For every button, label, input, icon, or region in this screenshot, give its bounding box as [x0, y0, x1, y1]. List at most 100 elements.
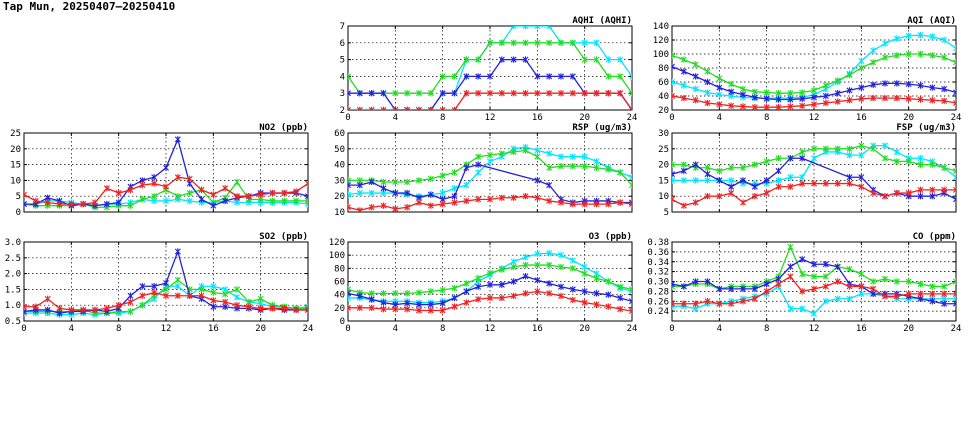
- data-point-green: [593, 164, 600, 171]
- data-point-blue: [222, 197, 229, 205]
- data-point-blue: [775, 96, 782, 103]
- plot-frame: [347, 241, 633, 322]
- data-point-green: [593, 275, 600, 282]
- plot-frame: [23, 241, 309, 322]
- data-point-red: [451, 199, 458, 206]
- data-point-red: [348, 204, 351, 211]
- data-point-green: [822, 273, 829, 280]
- y-tick-label: 0.5: [5, 317, 21, 327]
- data-point-blue: [348, 290, 351, 297]
- data-point-blue: [392, 189, 399, 197]
- co-series-group: [672, 243, 956, 317]
- data-point-red: [593, 90, 600, 97]
- data-point-green: [475, 56, 482, 63]
- x-tick-label: 4: [717, 324, 722, 334]
- so2-chart: 0 4 8 12 16 20 24 0.5 1.0 1.5 2.0 2.5 3.0 SO2 (ppb): [5, 232, 314, 334]
- data-point-cyan: [811, 310, 817, 317]
- data-point-red: [463, 197, 470, 205]
- data-point-red: [581, 90, 588, 97]
- data-point-blue: [404, 189, 411, 197]
- data-point-red: [558, 199, 564, 206]
- data-point-blue: [811, 261, 817, 268]
- data-point-red: [356, 304, 363, 312]
- data-point-green: [558, 263, 564, 271]
- data-point-green: [392, 178, 399, 186]
- data-point-red: [680, 300, 687, 307]
- data-point-green: [510, 263, 517, 271]
- data-point-red: [269, 305, 276, 312]
- data-point-red: [32, 303, 39, 310]
- data-point-green: [822, 145, 829, 152]
- data-point-red: [905, 290, 912, 298]
- data-point-blue: [439, 90, 446, 97]
- rsp-series-group: [348, 144, 632, 212]
- data-point-blue: [356, 90, 363, 97]
- y-tick-label: 2: [340, 106, 345, 116]
- data-point-red: [929, 290, 936, 298]
- data-point-green: [522, 261, 529, 269]
- y-tick-label: 140: [653, 22, 669, 32]
- data-point-blue: [569, 286, 576, 293]
- data-point-red: [416, 106, 422, 110]
- y-tick-label: 120: [329, 238, 345, 248]
- o3-series-group: [348, 249, 632, 315]
- x-tick-label: 0: [21, 324, 26, 334]
- data-point-green: [953, 278, 956, 285]
- y-tick-label: 0.24: [647, 307, 669, 317]
- data-point-green: [427, 175, 434, 183]
- y-tick-label: 120: [653, 36, 669, 46]
- data-point-green: [269, 197, 276, 205]
- data-point-blue: [427, 191, 434, 198]
- data-point-cyan: [929, 33, 936, 40]
- data-point-cyan: [605, 56, 612, 63]
- data-point-blue: [905, 80, 912, 88]
- data-point-cyan: [799, 305, 806, 312]
- data-point-blue: [463, 73, 470, 80]
- y-tick-label: 0.28: [647, 287, 669, 297]
- data-point-red: [416, 199, 422, 206]
- data-point-cyan: [858, 57, 865, 65]
- data-point-red: [257, 191, 264, 198]
- data-point-red: [281, 189, 288, 197]
- data-point-cyan: [680, 82, 687, 89]
- data-point-green: [605, 73, 612, 80]
- x-tick-label: 0: [345, 113, 350, 123]
- data-point-red: [834, 278, 841, 285]
- data-point-blue: [534, 276, 541, 284]
- data-point-cyan: [348, 294, 351, 302]
- data-point-cyan: [534, 147, 541, 154]
- data-point-blue: [740, 177, 746, 184]
- data-point-cyan: [953, 295, 956, 302]
- data-point-cyan: [672, 302, 675, 310]
- data-point-green: [811, 145, 817, 152]
- fsp-chart: 5 10 15 20 25 30 FSP (ug/m3): [658, 123, 957, 218]
- data-point-cyan: [356, 189, 363, 197]
- data-point-green: [451, 73, 458, 80]
- data-point-red: [293, 306, 300, 314]
- data-point-red: [593, 200, 600, 208]
- y-tick-label: 4: [340, 72, 345, 82]
- data-point-green: [929, 283, 936, 290]
- data-point-red: [139, 181, 146, 189]
- data-point-green: [846, 145, 853, 152]
- data-point-green: [404, 178, 411, 186]
- data-point-red: [368, 106, 375, 110]
- data-point-red: [368, 304, 375, 312]
- data-point-green: [546, 39, 553, 46]
- data-point-green: [581, 270, 588, 277]
- data-point-green: [498, 39, 505, 46]
- data-point-blue: [151, 283, 158, 290]
- data-point-cyan: [617, 56, 624, 63]
- data-point-cyan: [463, 181, 470, 189]
- data-point-green: [763, 89, 770, 96]
- data-point-red: [522, 290, 529, 297]
- y-tick-label: 20: [334, 192, 345, 202]
- data-point-red: [546, 90, 553, 97]
- data-point-red: [80, 306, 87, 314]
- y-tick-label: 0.30: [647, 278, 669, 288]
- data-point-red: [439, 307, 446, 314]
- y-tick-label: 0.26: [647, 297, 669, 307]
- data-point-red: [546, 197, 553, 205]
- y-tick-label: 0: [16, 208, 21, 218]
